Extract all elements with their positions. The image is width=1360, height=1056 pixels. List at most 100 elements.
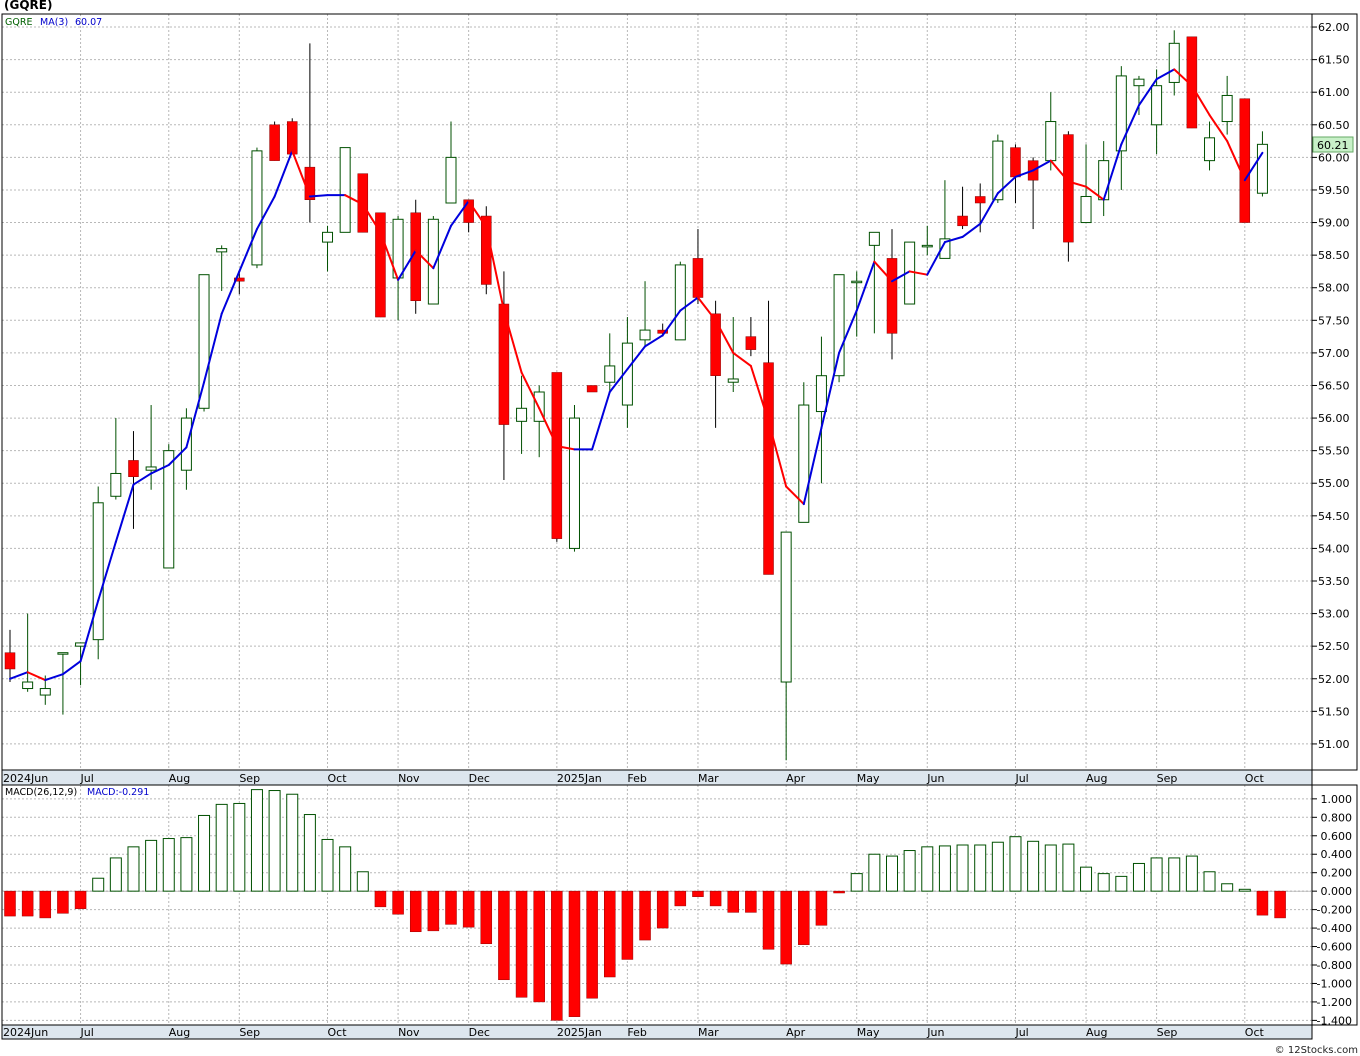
macd-panel [1,784,1358,1040]
macd-bar-negative [621,890,634,960]
candle-body-up [1221,94,1233,123]
ma-segment [1243,151,1264,182]
price-x-tick-label: Sep [1157,772,1178,785]
price-plot-border [1,13,1313,771]
candle-body-up [798,404,810,523]
ma-segment [714,319,735,354]
ma-segment [785,485,805,506]
macd-x-tick-label: May [857,1026,880,1039]
macd-bar-positive [162,838,175,892]
price-tick-label: 51.50 [1318,705,1350,718]
candle-body-down [745,336,757,350]
candle-body-up [216,248,228,253]
ma-segment [979,192,999,225]
macd-tick-label: -1.200 [1317,996,1352,1009]
ma-segment [626,345,647,371]
macd-x-tick-label: Jul [80,1026,94,1039]
candle-body-up [57,652,69,655]
macd-bar-positive [215,803,228,892]
macd-bar-positive [1238,888,1251,892]
candle-body-down [4,652,16,670]
ma-segment [485,226,505,312]
macd-bar-negative [656,890,669,929]
ma-segment [150,463,170,475]
macd-bar-positive [180,837,193,892]
candle-body-up [339,147,351,233]
macd-bar-positive [974,844,987,892]
price-x-axis: 2024Jun Jul Aug Sep Oct Nov Dec 2025Jan Feb Mar Ap… [3,772,1265,785]
macd-bar-negative [745,890,757,913]
ma-segment [908,270,929,276]
macd-bar-positive [339,846,352,892]
credit-text: © 12Stocks.com [1274,1045,1358,1056]
ma-segment [961,222,982,238]
ma-segment [238,228,258,273]
ma-segment [661,309,682,337]
price-tick-label: 55.50 [1318,445,1350,458]
macd-bar-negative [639,890,651,941]
candle-body-up [851,280,863,284]
macd-bar-negative [533,890,545,1003]
price-tick-label: 60.50 [1318,119,1350,132]
macd-bar-negative [480,890,493,945]
ma-segment [1120,104,1140,146]
macd-tick-label: -0.600 [1317,941,1352,954]
candle-body-down [974,196,986,204]
macd-tick-label: 0.600 [1321,830,1353,843]
price-x-tick-label: Mar [698,772,719,785]
macd-bar-positive [886,855,898,892]
candle-body-up [145,466,157,471]
ma-segment [1085,185,1105,201]
candle-body-up [1080,195,1092,224]
macd-bar-positive [1132,862,1145,892]
macd-x-tick-label: Apr [786,1026,806,1039]
macd-x-tick-label: Oct [1245,1026,1265,1039]
macd-bar-negative [409,890,422,933]
price-legend-ma-value: 60.07 [75,17,102,28]
macd-bar-positive [233,802,246,892]
candle-body-down [498,303,510,425]
macd-bar-positive [1097,873,1110,892]
ma-segment [679,296,699,312]
candle-body-down [1010,147,1021,178]
macd-bar-negative [21,890,34,917]
candle-body-up [815,375,827,413]
price-date-band [1,769,1313,786]
price-tick-label: 56.00 [1318,412,1350,425]
macd-bar-negative [604,890,616,978]
ma-segment [1208,114,1229,143]
last-price-label: 60.21 [1317,139,1349,152]
price-tick-label: 62.00 [1318,21,1350,34]
macd-bar-negative [74,890,87,909]
candle-body-up [868,231,880,246]
macd-bar-positive [1062,843,1075,892]
macd-bar-positive [198,814,211,892]
ma-segment [996,175,1017,195]
macd-x-tick-label: Dec [469,1026,490,1039]
candlestick-series [4,30,1268,761]
last-price-tag [1312,136,1354,153]
ma-segment [185,381,206,449]
candle-body-up [1168,42,1180,83]
price-x-tick-label: Oct [1245,772,1265,785]
price-x-tick-label: Oct [328,772,348,785]
macd-bar-negative [39,890,52,919]
ma-segment [502,309,523,374]
candle-body-up [674,264,686,341]
macd-bar-positive [991,841,1004,892]
candle-body-up [780,531,792,683]
macd-bar-positive [1150,857,1163,892]
candle-body-down [286,121,298,155]
price-tick-label: 58.50 [1318,249,1350,262]
price-x-tick-label: Jun [926,772,944,785]
candle-body-up [939,238,951,259]
macd-bar-positive [145,839,158,892]
price-tick-label: 52.00 [1318,673,1350,686]
ma-segment [1190,84,1211,117]
candle-body-up [992,140,1004,201]
ma-segment [203,312,223,384]
macd-bar-positive [303,814,316,892]
macd-bar-positive [1168,857,1181,892]
macd-date-band [1,1024,1313,1040]
ma-segment [344,194,364,206]
